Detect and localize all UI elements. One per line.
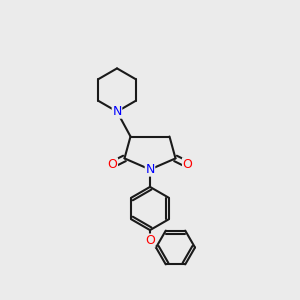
- Text: O: O: [145, 234, 155, 247]
- Text: N: N: [112, 105, 122, 118]
- Text: O: O: [183, 158, 192, 171]
- Text: O: O: [108, 158, 117, 171]
- Text: N: N: [145, 163, 155, 176]
